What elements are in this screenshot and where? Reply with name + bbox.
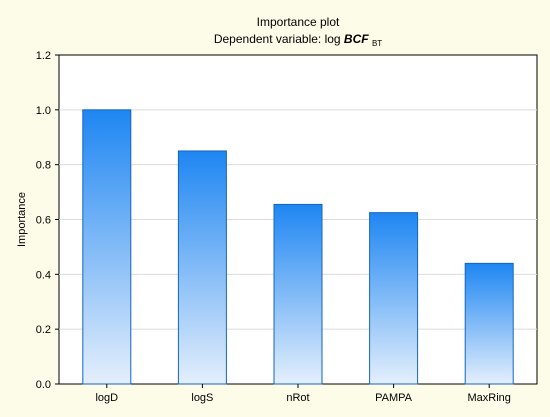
bar-logd bbox=[82, 109, 132, 385]
y-tick-label: 1.0 bbox=[36, 105, 51, 117]
y-tick-label: 0.4 bbox=[36, 269, 51, 281]
y-tick-label: 0.0 bbox=[36, 379, 51, 391]
chart-subtitle: Dependent variable: log BCF BT bbox=[214, 32, 382, 48]
x-axis-ticks: logD logS nRot PAMPA MaxRing bbox=[95, 384, 511, 404]
x-tick-label: nRot bbox=[286, 392, 309, 404]
y-axis-ticks: 0.0 0.2 0.4 0.6 0.8 1.0 1.2 bbox=[36, 50, 59, 391]
subtitle-prefix: Dependent variable: log bbox=[214, 32, 344, 46]
chart-title: Importance plot bbox=[257, 15, 340, 29]
y-tick-label: 0.8 bbox=[36, 160, 51, 172]
y-tick-label: 0.2 bbox=[36, 324, 51, 336]
y-tick-label: 1.2 bbox=[36, 50, 51, 62]
bar-nrot bbox=[273, 203, 323, 385]
bar-maxring bbox=[464, 262, 514, 385]
x-tick-label: logD bbox=[95, 392, 118, 404]
y-axis-label: Importance bbox=[16, 192, 28, 247]
subtitle-emphasis: BCF bbox=[344, 32, 369, 46]
bar-pampa bbox=[369, 212, 419, 385]
x-tick-label: logS bbox=[191, 392, 213, 404]
subtitle-subscript: BT bbox=[372, 39, 382, 48]
x-tick-label: PAMPA bbox=[375, 392, 413, 404]
bars bbox=[82, 109, 514, 385]
y-tick-label: 0.6 bbox=[36, 215, 51, 227]
x-tick-label: MaxRing bbox=[467, 392, 510, 404]
bar-logs bbox=[177, 150, 227, 385]
